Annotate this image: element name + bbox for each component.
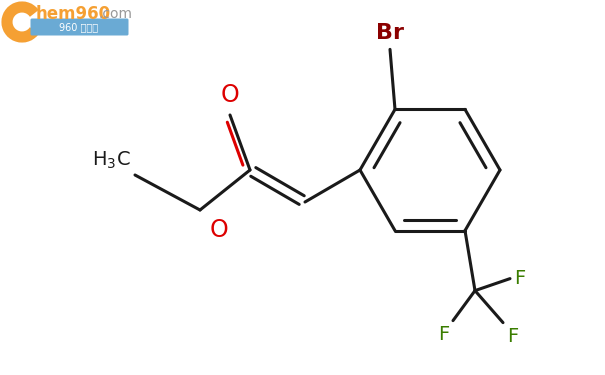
Text: O: O bbox=[221, 83, 240, 107]
Text: H$_3$C: H$_3$C bbox=[93, 150, 131, 171]
FancyBboxPatch shape bbox=[30, 18, 128, 36]
Text: F: F bbox=[438, 325, 449, 344]
Text: .com: .com bbox=[98, 7, 132, 21]
Text: hem960: hem960 bbox=[36, 5, 111, 23]
Text: Br: Br bbox=[376, 23, 404, 44]
Text: F: F bbox=[514, 269, 525, 288]
Text: O: O bbox=[210, 218, 229, 242]
Text: 960 化工网: 960 化工网 bbox=[59, 22, 99, 32]
Text: F: F bbox=[507, 327, 518, 346]
